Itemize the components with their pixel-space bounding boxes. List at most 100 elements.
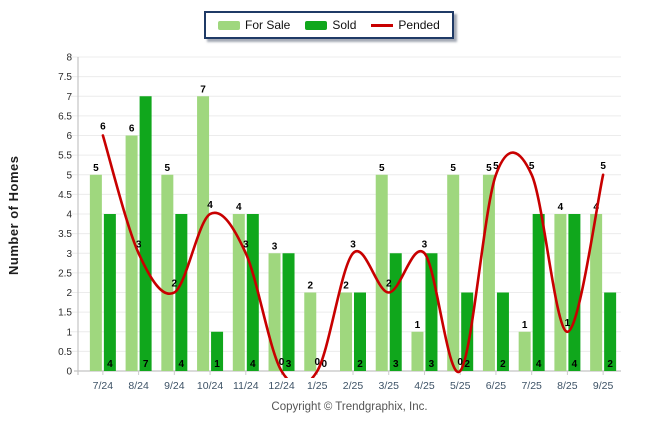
legend-item-pended: Pended xyxy=(371,18,440,32)
bar-sold-12/24 xyxy=(282,253,295,371)
for-sale-value-label: 3 xyxy=(272,241,278,252)
bar-for-sale-11/24 xyxy=(232,214,245,371)
pended-value-label: 0 xyxy=(457,357,463,368)
sold-value-label: 2 xyxy=(607,359,613,370)
pended-value-label: 6 xyxy=(100,122,106,133)
bar-for-sale-8/25 xyxy=(554,214,567,371)
x-tick-label: 6/25 xyxy=(486,380,507,392)
for-sale-value-label: 2 xyxy=(343,281,349,292)
sold-value-label: 3 xyxy=(393,359,399,370)
y-tick-label: 3.5 xyxy=(58,229,72,240)
legend-label-for-sale: For Sale xyxy=(245,18,291,32)
bar-sold-10/24 xyxy=(211,331,224,371)
pended-value-label: 2 xyxy=(386,279,392,290)
bar-for-sale-4/25 xyxy=(411,331,424,371)
y-tick-label: 5.5 xyxy=(58,151,72,162)
sold-value-label: 3 xyxy=(429,359,435,370)
bar-sold-8/24 xyxy=(139,96,152,371)
y-axis-tick-labels: 0 0.5 1 1.5 2 2.5 3 3.5 4 4.5 5 5.5 6 6.5 7 7.5 8 xyxy=(58,53,72,378)
legend-label-pended: Pended xyxy=(398,18,440,32)
for-sale-value-label: 5 xyxy=(450,163,456,174)
bar-for-sale-3/25 xyxy=(375,174,388,371)
y-tick-label: 7.5 xyxy=(58,72,72,83)
bar-sold-3/25 xyxy=(389,253,402,371)
sold-value-label: 2 xyxy=(357,359,363,370)
y-tick-label: 1.5 xyxy=(58,308,72,319)
sold-value-label: 7 xyxy=(143,359,149,370)
x-tick-label: 7/25 xyxy=(521,380,542,392)
x-tick-label: 5/25 xyxy=(450,380,471,392)
y-tick-label: 6.5 xyxy=(58,111,72,122)
y-tick-label: 5 xyxy=(66,170,72,181)
y-tick-label: 6 xyxy=(66,131,72,142)
pended-line-swatch-icon xyxy=(371,23,394,27)
y-tick-label: 2.5 xyxy=(58,268,72,279)
sold-value-label: 4 xyxy=(572,359,578,370)
bar-for-sale-7/25 xyxy=(518,331,531,371)
pended-value-label: 2 xyxy=(172,279,178,290)
x-tick-label: 11/24 xyxy=(233,380,259,392)
bar-for-sale-9/25 xyxy=(590,214,603,371)
pended-value-label: 3 xyxy=(422,239,428,250)
legend-item-sold: Sold xyxy=(305,18,356,32)
pended-value-label: 0 xyxy=(314,357,320,368)
sold-value-label: 4 xyxy=(536,359,542,370)
copyright-text: Copyright © Trendgraphix, Inc. xyxy=(271,401,428,413)
pended-value-label: 5 xyxy=(600,161,606,172)
x-tick-label: 9/24 xyxy=(164,380,185,392)
x-tick-label: 3/25 xyxy=(379,380,400,392)
bar-for-sale-9/24 xyxy=(161,174,174,371)
sold-value-label: 3 xyxy=(286,359,292,370)
for-sale-value-label: 1 xyxy=(522,320,528,331)
x-tick-label: 9/25 xyxy=(593,380,614,392)
sold-value-label: 2 xyxy=(500,359,506,370)
for-sale-swatch-icon xyxy=(218,20,240,30)
bar-for-sale-7/24 xyxy=(89,174,102,371)
bar-sold-11/24 xyxy=(246,214,259,371)
bar-for-sale-8/24 xyxy=(125,135,138,371)
for-sale-value-label: 6 xyxy=(129,124,135,135)
pended-value-label: 3 xyxy=(350,239,356,250)
pended-value-label: 0 xyxy=(279,357,285,368)
y-tick-label: 8 xyxy=(66,53,72,64)
legend-label-sold: Sold xyxy=(332,18,357,32)
y-tick-label: 0.5 xyxy=(58,347,72,358)
x-tick-label: 1/25 xyxy=(307,380,328,392)
bar-for-sale-5/25 xyxy=(447,174,460,371)
bar-for-sale-10/24 xyxy=(197,96,210,371)
bar-for-sale-2/25 xyxy=(340,292,352,371)
sold-swatch-icon xyxy=(305,20,328,30)
bar-sold-8/25 xyxy=(568,214,581,371)
x-tick-label: 10/24 xyxy=(197,380,223,392)
y-tick-label: 3 xyxy=(66,249,72,260)
pended-value-label: 3 xyxy=(136,239,142,250)
x-tick-label: 2/25 xyxy=(343,380,364,392)
sold-value-label: 4 xyxy=(250,359,256,370)
bar-for-sale-1/25 xyxy=(304,292,317,371)
bar-sold-6/25 xyxy=(496,292,509,371)
pended-value-label: 3 xyxy=(243,239,249,250)
for-sale-value-label: 4 xyxy=(236,202,242,213)
bar-sold-9/24 xyxy=(175,214,188,371)
pended-value-label: 4 xyxy=(207,200,213,211)
y-tick-label: 4 xyxy=(66,210,72,221)
sold-value-label: 0 xyxy=(321,359,327,370)
for-sale-value-label: 5 xyxy=(486,163,492,174)
for-sale-value-label: 1 xyxy=(415,320,421,331)
pended-value-label: 5 xyxy=(529,161,535,172)
bar-sold-7/25 xyxy=(532,214,545,371)
x-tick-label: 4/25 xyxy=(414,380,435,392)
y-tick-label: 1 xyxy=(66,327,72,338)
x-tick-label: 12/24 xyxy=(268,380,294,392)
bar-sold-5/25 xyxy=(461,292,474,371)
pended-line xyxy=(101,134,605,378)
legend: For Sale Sold Pended xyxy=(204,11,454,39)
for-sale-value-label: 5 xyxy=(165,163,171,174)
pended-value-label: 1 xyxy=(565,318,571,329)
bar-sold-2/25 xyxy=(354,292,366,371)
for-sale-value-label: 2 xyxy=(307,281,313,292)
for-sale-value-label: 4 xyxy=(558,202,564,213)
x-tick-label: 8/25 xyxy=(557,380,578,392)
